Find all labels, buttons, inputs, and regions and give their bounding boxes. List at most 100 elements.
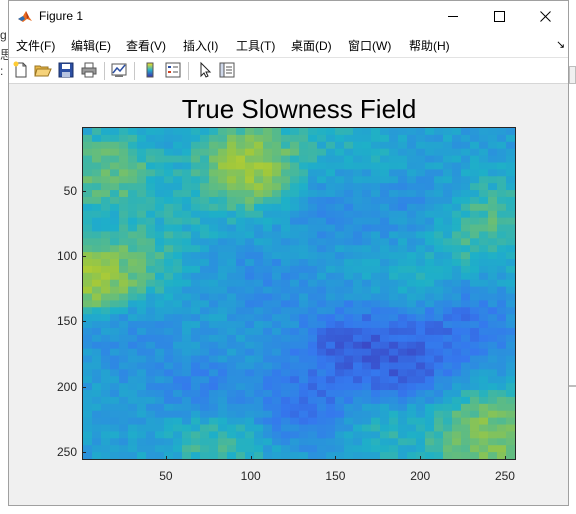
menu-desktop[interactable]: 桌面(D) (291, 37, 332, 54)
heatmap-cell (83, 156, 93, 164)
heatmap-cell (335, 300, 345, 308)
heatmap-cell (389, 259, 399, 267)
maximize-button[interactable] (476, 1, 522, 32)
heatmap-cell (398, 362, 408, 370)
menu-view[interactable]: 查看(V) (126, 37, 166, 54)
heatmap-cell (443, 135, 453, 143)
heatmap-cell (470, 287, 480, 295)
menu-edit[interactable]: 编辑(E) (71, 37, 111, 54)
heatmap-cell (227, 128, 237, 136)
heatmap-cell (380, 349, 390, 357)
heatmap-cell (488, 369, 498, 377)
heatmap-cell (479, 328, 489, 336)
menu-help[interactable]: 帮助(H) (409, 37, 450, 54)
heatmap-cell (182, 156, 192, 164)
heatmap-cell (281, 162, 291, 170)
heatmap-cell (191, 362, 201, 370)
print-icon[interactable] (80, 61, 98, 79)
heatmap-cell (308, 204, 318, 212)
heatmap-cell (389, 335, 399, 343)
heatmap-cell (83, 342, 93, 350)
heatmap-cell (254, 438, 264, 446)
heatmap-cell (380, 452, 390, 459)
heatmap-cell (164, 273, 174, 281)
heatmap-cell (137, 218, 147, 226)
heatmap-cell (164, 245, 174, 253)
heatmap-cell (389, 425, 399, 433)
heatmap-cell (110, 418, 120, 426)
heatmap-cell (371, 280, 381, 288)
heatmap-cell (461, 294, 471, 302)
heatmap-cell (236, 356, 246, 364)
save-icon[interactable] (57, 61, 75, 79)
heatmap-cell (461, 307, 471, 315)
heatmap-cell (299, 238, 309, 246)
heatmap-cell (254, 273, 264, 281)
heatmap-cell (236, 142, 246, 150)
menu-insert[interactable]: 插入(I) (183, 37, 218, 54)
heatmap-cell (461, 404, 471, 412)
heatmap-cell (164, 349, 174, 357)
x-tick-label: 150 (315, 469, 355, 483)
heatmap-cell (389, 418, 399, 426)
heatmap-cell (362, 252, 372, 260)
heatmap-cell (344, 156, 354, 164)
pointer-icon[interactable] (196, 61, 214, 79)
close-button[interactable] (522, 1, 568, 32)
heatmap-cell (155, 452, 165, 459)
open-file-icon[interactable] (34, 61, 52, 79)
heatmap-cell (479, 169, 489, 177)
heatmap-cell (209, 169, 219, 177)
heatmap-cell (443, 128, 453, 136)
heatmap-cell (236, 397, 246, 405)
menu-tools[interactable]: 工具(T) (236, 37, 275, 54)
heatmap-cell (326, 176, 336, 184)
heatmap-cell (128, 452, 138, 459)
heatmap-cell (326, 397, 336, 405)
heatmap-cell (218, 452, 228, 459)
heatmap-cell (488, 176, 498, 184)
menu-window[interactable]: 窗口(W) (348, 37, 391, 54)
heatmap-cell (425, 225, 435, 233)
menu-file[interactable]: 文件(F) (16, 37, 55, 54)
heatmap-cell (164, 176, 174, 184)
property-inspector-icon[interactable] (218, 61, 236, 79)
heatmap-cell (236, 328, 246, 336)
heatmap-cell (209, 128, 219, 136)
heatmap-cell (263, 438, 273, 446)
heatmap-cell (299, 314, 309, 322)
dock-arrow-icon[interactable]: ↘ (556, 38, 565, 51)
heatmap-cell (380, 397, 390, 405)
heatmap-cell (488, 225, 498, 233)
heatmap-cell (317, 231, 327, 239)
heatmap-cell (128, 383, 138, 391)
heatmap-cell (290, 190, 300, 198)
heatmap-cell (110, 183, 120, 191)
heatmap-cell (191, 287, 201, 295)
heatmap-cell (155, 418, 165, 426)
colorbar-icon[interactable] (141, 61, 159, 79)
title-bar[interactable]: Figure 1 (9, 1, 568, 32)
heatmap-cell (299, 211, 309, 219)
new-figure-icon[interactable] (12, 61, 30, 79)
heatmap-cell (326, 390, 336, 398)
heatmap-cell (335, 142, 345, 150)
heatmap-cell (254, 135, 264, 143)
heatmap-cell (470, 169, 480, 177)
heatmap-cell (290, 383, 300, 391)
heatmap-cell (497, 404, 507, 412)
heatmap-axes[interactable] (82, 127, 516, 460)
heatmap-cell (497, 397, 507, 405)
heatmap-cell (155, 376, 165, 384)
heatmap-cell (488, 273, 498, 281)
legend-icon[interactable] (164, 61, 182, 79)
heatmap-cell (434, 445, 444, 453)
minimize-button[interactable] (430, 1, 476, 32)
link-plot-icon[interactable] (110, 61, 128, 79)
heatmap-cell (218, 376, 228, 384)
heatmap-cell (119, 314, 129, 322)
heatmap-cell (335, 321, 345, 329)
heatmap-cell (146, 445, 156, 453)
heatmap-cell (272, 204, 282, 212)
heatmap-cell (398, 342, 408, 350)
